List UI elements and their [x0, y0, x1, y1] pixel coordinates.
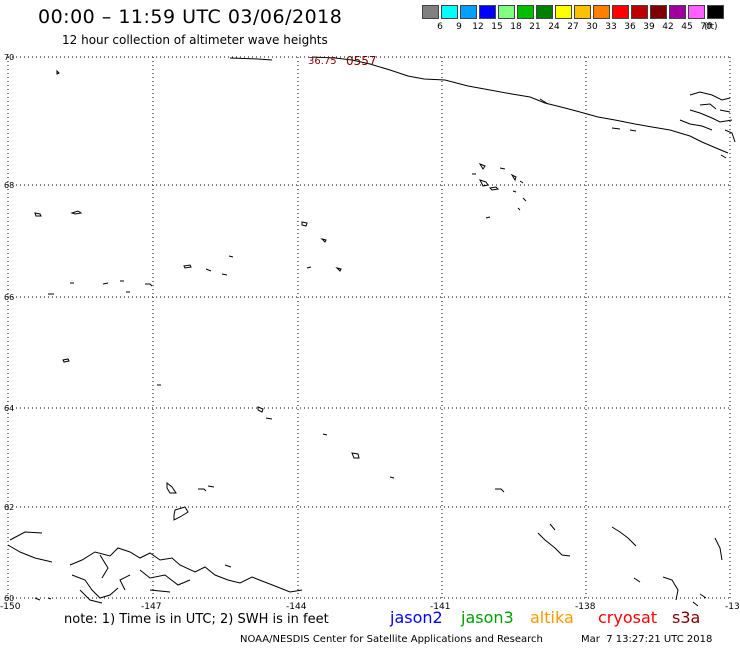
latitude-label: 60 [4, 594, 14, 603]
legend-swatch [479, 5, 496, 19]
legend-swatch [650, 5, 667, 19]
legend-level-label: 9 [456, 22, 462, 32]
map-subtitle: 12 hour collection of altimeter wave hei… [62, 33, 328, 47]
longitude-label: -144 [286, 602, 307, 612]
latitude-label: 62 [4, 503, 14, 512]
legend-swatch [688, 5, 705, 19]
latitude-label: 64 [4, 404, 14, 413]
satellite-name-altika: altika [530, 608, 574, 627]
legend-level-label: 24 [548, 22, 560, 32]
coastline [7, 56, 736, 607]
north-coast [229, 56, 729, 154]
latitude-label: 68 [4, 181, 14, 190]
south-west-coast [7, 531, 303, 604]
longitude-label: -138 [575, 602, 596, 612]
legend-level-label: 33 [605, 22, 617, 32]
track-time-label: 0557 [346, 54, 377, 68]
legend-level-label: 12 [472, 22, 484, 32]
legend-swatch [574, 5, 591, 19]
longitude-label: -147 [141, 602, 161, 612]
legend-level-label: 70 [700, 22, 712, 32]
legend-swatch [517, 5, 534, 19]
legend-swatch [555, 5, 572, 19]
legend-swatch [460, 5, 477, 19]
latitude-label: 66 [4, 293, 14, 302]
legend-level-label: 42 [662, 22, 674, 32]
map-title: 00:00 – 11:59 UTC 03/06/2018 [38, 6, 343, 28]
legend-swatch [422, 5, 439, 19]
longitude-label: -150 [0, 602, 21, 612]
generation-timestamp: Mar 7 13:27:21 UTC 2018 [581, 634, 713, 645]
legend-level-label: 39 [643, 22, 655, 32]
south-east-coast [537, 523, 723, 607]
track-wave-value: 36.75 [308, 56, 337, 67]
legend-level-label: 27 [567, 22, 579, 32]
legend-level-label: 45 [681, 22, 693, 32]
legend-swatch [631, 5, 648, 19]
legend-swatch [593, 5, 610, 19]
legend-level-label: 6 [437, 22, 443, 32]
legend-level-label: 18 [510, 22, 522, 32]
legend-swatch [612, 5, 629, 19]
latitude-label: 70 [4, 53, 14, 62]
legend-swatch [669, 5, 686, 19]
legend-level-label: 15 [491, 22, 503, 32]
satellite-name-jason3: jason3 [461, 608, 514, 627]
satellite-name-s3a: s3a [672, 608, 701, 627]
legend-level-label: 36 [624, 22, 636, 32]
legend-level-label: 21 [529, 22, 541, 32]
units-note: note: 1) Time is in UTC; 2) SWH is in fe… [64, 612, 329, 627]
legend-unit: (ft) [704, 22, 718, 32]
legend-level-label: 30 [586, 22, 598, 32]
longitude-label: -13 [725, 602, 740, 612]
legend-swatch [707, 5, 724, 19]
legend-swatch [441, 5, 458, 19]
satellite-name-cryosat: cryosat [598, 608, 658, 627]
legend-swatch [536, 5, 553, 19]
legend-swatch [498, 5, 515, 19]
satellite-name-jason2: jason2 [390, 608, 443, 627]
credit-line: NOAA/NESDIS Center for Satellite Applica… [240, 634, 543, 645]
longitude-label: -141 [430, 602, 450, 612]
